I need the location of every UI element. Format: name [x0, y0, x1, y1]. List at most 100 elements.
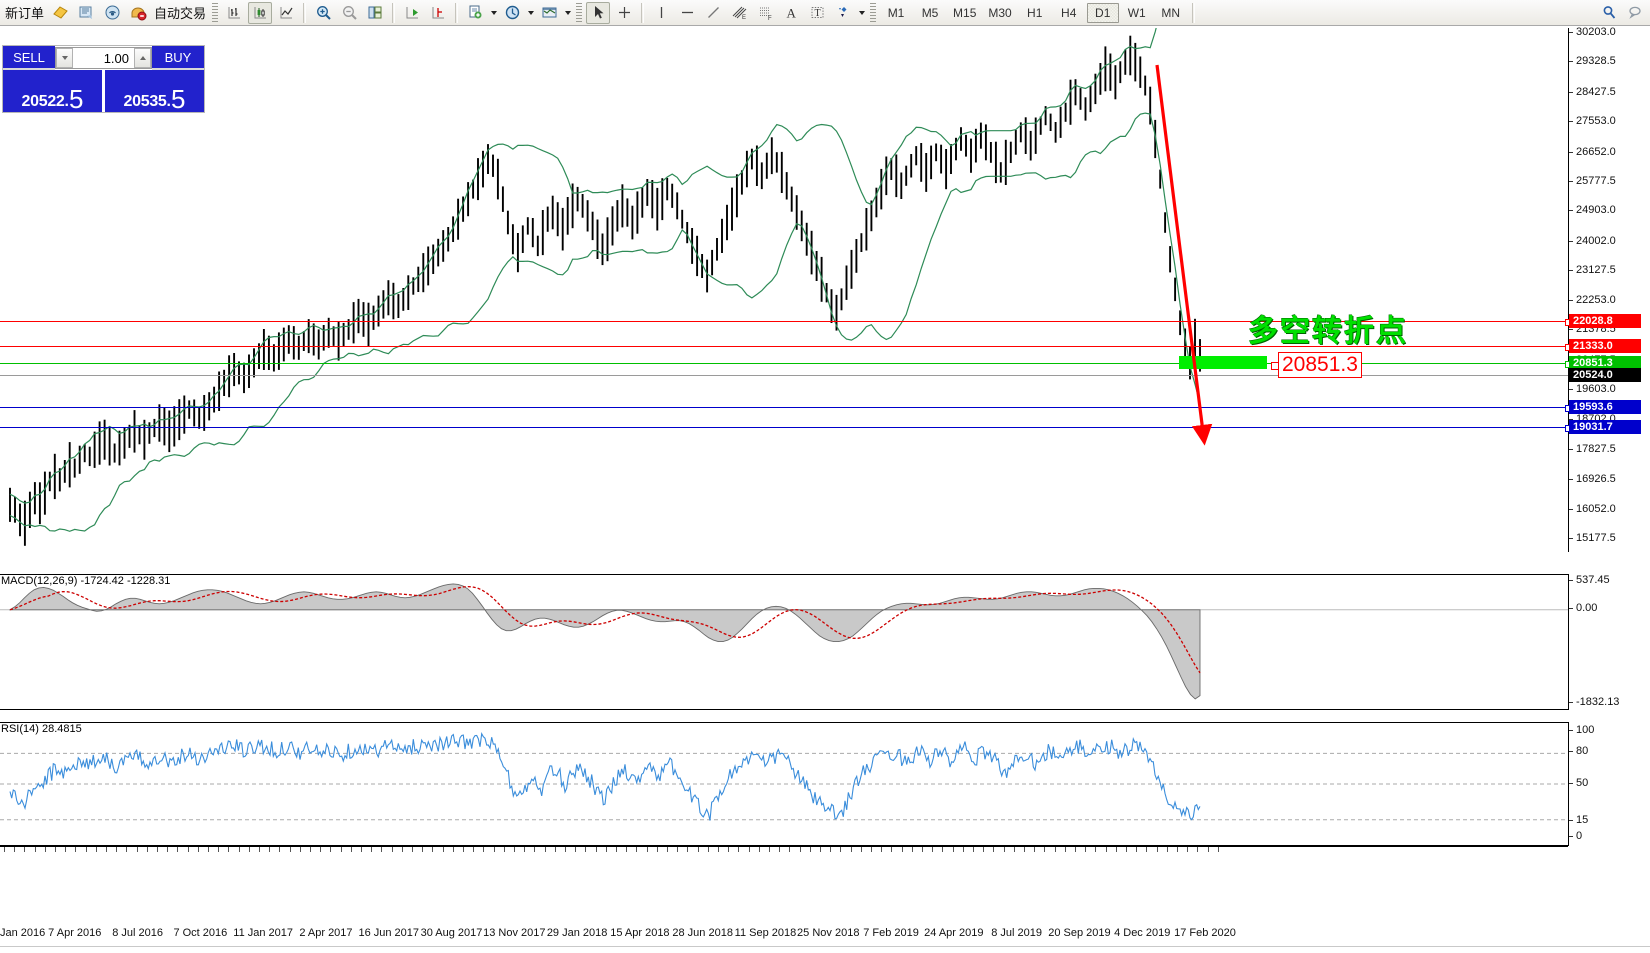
- cursor-icon[interactable]: [586, 1, 611, 24]
- rsi-pane[interactable]: RSI(14) 28.4815: [0, 722, 1568, 846]
- crosshair-icon[interactable]: [612, 2, 636, 24]
- objects-dropdown-arrow[interactable]: [856, 2, 867, 24]
- bar-chart-icon[interactable]: [222, 2, 246, 24]
- timeframe-m1[interactable]: M1: [887, 5, 905, 20]
- candlestick-chart-icon[interactable]: [248, 1, 273, 24]
- objects-icon[interactable]: [831, 2, 855, 24]
- volume-stepper[interactable]: 1.00: [55, 47, 152, 69]
- sell-price-integer: 20522: [21, 93, 65, 110]
- chart-shift-end-icon[interactable]: [426, 2, 450, 24]
- time-minor-tick: [860, 847, 862, 852]
- templates-icon[interactable]: [537, 2, 561, 24]
- timeframe-w1[interactable]: W1: [1127, 5, 1146, 20]
- chat-icon[interactable]: [1623, 2, 1647, 24]
- text-icon[interactable]: A: [779, 2, 803, 24]
- signals-icon[interactable]: [100, 2, 124, 24]
- timeframe-mn[interactable]: MN: [1161, 5, 1181, 20]
- zoom-in-icon[interactable]: [311, 2, 335, 24]
- time-minor-tick: [1034, 847, 1036, 852]
- autotrading-label[interactable]: 自动交易: [154, 6, 207, 21]
- horizontal-level-line[interactable]: [0, 425, 1572, 432]
- timeframe-m5[interactable]: M5: [921, 5, 939, 20]
- price-tick: 24002.0: [1569, 235, 1616, 247]
- time-minor-tick: [1064, 847, 1066, 852]
- timeframe-h4[interactable]: H4: [1061, 5, 1077, 20]
- time-minor-tick: [330, 847, 332, 852]
- time-minor-tick: [605, 847, 607, 852]
- time-minor-tick: [361, 847, 362, 852]
- templates-dropdown-arrow[interactable]: [562, 2, 573, 24]
- sell-price[interactable]: 20522 . 5: [3, 70, 102, 112]
- toolbar-grip-3[interactable]: [870, 2, 877, 23]
- chinese-annotation: 多空转折点: [1248, 314, 1408, 349]
- price-level-label[interactable]: 20524.0: [1569, 368, 1641, 382]
- timeframe-bar: M1 M5 M15 M30 H1 H4 D1 W1 MN: [879, 2, 1188, 23]
- time-minor-tick: [218, 847, 220, 852]
- buy-price[interactable]: 20535 . 5: [105, 70, 204, 112]
- macd-tick: 537.45: [1569, 574, 1610, 586]
- price-level-label[interactable]: 22028.8: [1569, 314, 1641, 328]
- price-tick: 27553.0: [1569, 115, 1616, 127]
- sell-button[interactable]: SELL: [3, 46, 55, 70]
- trendline-icon[interactable]: [701, 2, 725, 24]
- time-tick-label: 16 Jun 2017: [358, 927, 420, 939]
- main-price-pane[interactable]: [0, 28, 1568, 552]
- data-window-icon[interactable]: [74, 2, 98, 24]
- time-minor-tick: [371, 847, 373, 852]
- timeframe-h1[interactable]: H1: [1027, 5, 1043, 20]
- chart-shift-icon[interactable]: [363, 2, 387, 24]
- volume-decrease-button[interactable]: [56, 48, 73, 68]
- oct-prices: 20522 . 5 20535 . 5: [3, 70, 204, 112]
- time-minor-tick: [891, 847, 893, 852]
- horizontal-level-line[interactable]: [0, 405, 1572, 412]
- rsi-tick: 80: [1569, 745, 1588, 757]
- price-annotation-label[interactable]: 20851.3: [1271, 352, 1362, 378]
- horizontal-line-icon[interactable]: [675, 2, 699, 24]
- period-dropdown-arrow[interactable]: [525, 2, 536, 24]
- price-level-label[interactable]: 21333.0: [1569, 339, 1641, 353]
- price-level-label[interactable]: 19593.6: [1569, 400, 1641, 414]
- price-level-label[interactable]: 19031.7: [1569, 420, 1641, 434]
- macd-tick: -1832.13: [1569, 696, 1619, 708]
- time-tick-label: 30 Aug 2017: [420, 927, 483, 939]
- text-label-icon[interactable]: T: [805, 2, 829, 24]
- indicators-icon[interactable]: [463, 2, 487, 24]
- main-price-axis[interactable]: 30203.0 29328.5 28427.5 27553.0 26652.0 25777…: [1568, 26, 1650, 552]
- new-order-label[interactable]: 新订单: [5, 6, 45, 21]
- timeframe-d1[interactable]: D1: [1086, 2, 1119, 23]
- vertical-line-icon[interactable]: [649, 2, 673, 24]
- time-minor-tick: [493, 847, 495, 852]
- expert-advisors-icon[interactable]: [48, 2, 72, 24]
- time-minor-tick: [534, 847, 536, 852]
- timeframe-m15[interactable]: M15: [953, 5, 977, 20]
- buy-button[interactable]: BUY: [152, 46, 204, 70]
- search-icon[interactable]: [1597, 2, 1621, 24]
- timeframe-m30[interactable]: M30: [988, 5, 1012, 20]
- time-minor-tick: [279, 847, 281, 852]
- time-minor-tick: [391, 847, 393, 852]
- price-tick: 16926.5: [1569, 473, 1616, 485]
- time-minor-tick: [401, 847, 403, 852]
- volume-increase-button[interactable]: [134, 48, 151, 68]
- macd-pane[interactable]: MACD(12,26,9) -1724.42 -1228.31: [0, 574, 1568, 710]
- one-click-trading-panel[interactable]: SELL 1.00 BUY 20522 . 5 20535 . 5: [2, 45, 205, 113]
- time-minor-tick: [830, 847, 832, 852]
- toolbar-grip-2[interactable]: [576, 2, 583, 23]
- period-icon[interactable]: [500, 2, 524, 24]
- toolbar-grip[interactable]: [212, 2, 219, 23]
- fibonacci-icon[interactable]: F: [753, 2, 777, 24]
- zoom-out-icon[interactable]: [337, 2, 361, 24]
- auto-scroll-icon[interactable]: [400, 2, 424, 24]
- equidistant-channel-icon[interactable]: E: [727, 2, 751, 24]
- line-chart-icon[interactable]: [274, 2, 298, 24]
- price-level-label[interactable]: 20851.3: [1569, 356, 1641, 370]
- toolbar-separator-3: [455, 2, 459, 23]
- macd-signal-line: [9, 585, 1201, 674]
- time-minor-tick: [4, 847, 5, 852]
- time-minor-tick: [942, 847, 944, 852]
- time-axis[interactable]: Jan 2016 7 Apr 2016 8 Jul 2016 7 Oct 2016 11…: [0, 846, 1568, 953]
- time-minor-tick: [626, 847, 628, 852]
- autotrading-icon[interactable]: [126, 2, 150, 24]
- indicators-dropdown-arrow[interactable]: [488, 2, 499, 24]
- volume-value[interactable]: 1.00: [103, 50, 129, 66]
